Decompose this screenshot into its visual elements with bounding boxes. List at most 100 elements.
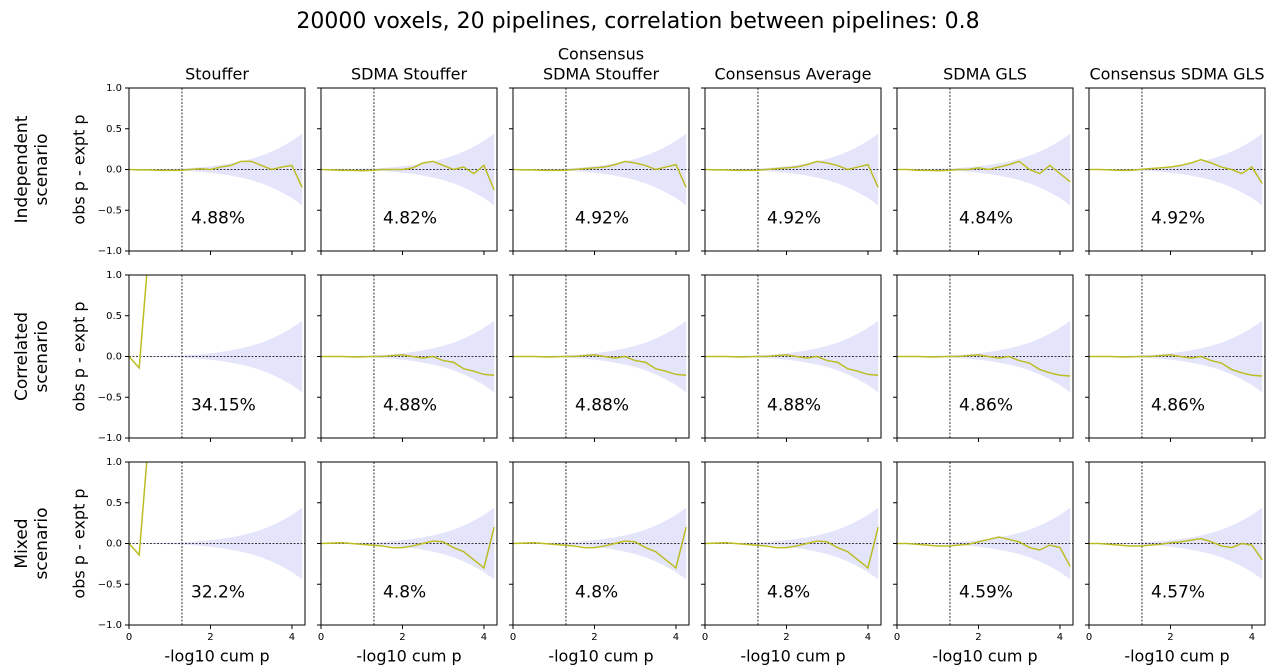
x-tick-label: 0 <box>126 632 132 643</box>
x-tick-label: 4 <box>1249 632 1255 643</box>
confidence-band <box>705 507 879 580</box>
annotation: 4.8% <box>767 582 810 602</box>
panel: −1.0 −0.5 0.0 0.5 1.0 4.88% Stouffer obs p - ex… <box>12 65 306 257</box>
data-line <box>1089 158 1263 184</box>
confidence-band <box>705 320 879 393</box>
annotation: 4.88% <box>191 208 245 228</box>
data-line <box>705 527 879 570</box>
confidence-band <box>321 133 495 206</box>
data-line <box>129 160 303 188</box>
data-line <box>321 354 495 376</box>
panel: 0 2 4 4.59% -log10 cum p <box>893 461 1074 665</box>
data-line <box>705 160 879 188</box>
x-tick-label: 2 <box>783 632 789 643</box>
panel-title: SDMA Stouffer <box>543 65 660 84</box>
data-line <box>321 527 495 570</box>
y-axis-label: obs p - expt p <box>70 301 89 411</box>
data-line <box>897 160 1071 183</box>
y-tick-label: −1.0 <box>98 433 122 444</box>
x-axis-label: -log10 cum p <box>548 647 653 665</box>
y-tick-label: 0.5 <box>106 124 122 135</box>
plot-area <box>897 462 1073 625</box>
x-tick-label: 2 <box>975 632 981 643</box>
data-line <box>129 275 148 370</box>
y-axis-label: obs p - expt p <box>70 488 89 598</box>
row-label: scenario <box>32 134 52 206</box>
panel-title: Consensus Average <box>714 65 871 84</box>
confidence-band <box>321 507 495 580</box>
panel: 4.92% Consensus Average <box>701 65 882 255</box>
plot-area <box>513 88 689 251</box>
plot-area <box>897 88 1073 251</box>
y-tick-label: 0.0 <box>106 539 122 550</box>
y-tick-label: 1.0 <box>106 457 122 468</box>
x-axis-label: -log10 cum p <box>1124 647 1229 665</box>
data-line <box>513 527 687 570</box>
y-tick-label: 0.0 <box>106 352 122 363</box>
y-tick-label: −1.0 <box>98 620 122 631</box>
y-tick-label: −1.0 <box>98 246 122 257</box>
y-tick-label: −0.5 <box>98 205 122 216</box>
data-line <box>129 462 148 557</box>
confidence-band <box>1089 320 1263 393</box>
row-label: Correlated <box>12 312 32 401</box>
data-line <box>1089 354 1263 377</box>
x-tick-label: 2 <box>591 632 597 643</box>
x-tick-label: 4 <box>289 632 295 643</box>
annotation: 34.15% <box>191 395 256 415</box>
panel: 0 2 4 4.8% -log10 cum p <box>509 461 690 665</box>
annotation: 4.8% <box>575 582 618 602</box>
annotation: 32.2% <box>191 582 245 602</box>
x-tick-label: 0 <box>702 632 708 643</box>
x-axis-label: -log10 cum p <box>932 647 1037 665</box>
plot-area <box>1089 275 1265 438</box>
y-axis-label: obs p - expt p <box>70 114 89 224</box>
plot-area <box>1089 462 1265 625</box>
y-tick-label: 0.5 <box>106 498 122 509</box>
x-tick-label: 4 <box>1057 632 1063 643</box>
x-tick-label: 2 <box>399 632 405 643</box>
panel-title: Consensus <box>558 45 644 64</box>
x-tick-label: 0 <box>894 632 900 643</box>
panel: 4.84% SDMA GLS <box>893 65 1074 255</box>
data-line <box>1089 537 1263 561</box>
plot-area <box>129 462 305 625</box>
panel: 0 2 4 4.8% -log10 cum p <box>701 461 882 665</box>
confidence-band <box>897 320 1071 393</box>
panel: 4.88% <box>701 274 882 442</box>
panel-title: Consensus SDMA GLS <box>1089 65 1264 84</box>
plot-area <box>129 275 305 438</box>
x-tick-label: 4 <box>865 632 871 643</box>
confidence-band <box>129 133 303 206</box>
plot-area <box>513 275 689 438</box>
plot-area <box>705 88 881 251</box>
row-label: scenario <box>32 508 52 580</box>
confidence-band <box>321 320 495 393</box>
x-tick-label: 4 <box>673 632 679 643</box>
panel-title: Stouffer <box>185 65 249 84</box>
x-tick-label: 0 <box>510 632 516 643</box>
panel: −1.0 −0.5 0.0 0.5 1.0 34.15% obs p - expt p Cor… <box>12 270 306 444</box>
panel: 4.82% SDMA Stouffer <box>317 65 498 255</box>
data-line <box>705 354 879 376</box>
plot-area <box>129 88 305 251</box>
x-axis-label: -log10 cum p <box>740 647 845 665</box>
plot-area <box>321 275 497 438</box>
plot-area <box>705 275 881 438</box>
confidence-band <box>897 507 1071 580</box>
annotation: 4.8% <box>383 582 426 602</box>
plot-area <box>1089 88 1265 251</box>
plot-area <box>513 462 689 625</box>
row-label: Independent <box>12 115 32 223</box>
row-label: scenario <box>32 321 52 393</box>
confidence-band <box>1089 133 1263 206</box>
annotation: 4.86% <box>1151 395 1205 415</box>
panel: 4.88% <box>509 274 690 442</box>
panel-title: SDMA Stouffer <box>351 65 468 84</box>
annotation: 4.88% <box>383 395 437 415</box>
panel: 4.88% <box>317 274 498 442</box>
y-tick-label: 1.0 <box>106 83 122 94</box>
annotation: 4.57% <box>1151 582 1205 602</box>
x-tick-label: 0 <box>1086 632 1092 643</box>
annotation: 4.92% <box>575 208 629 228</box>
